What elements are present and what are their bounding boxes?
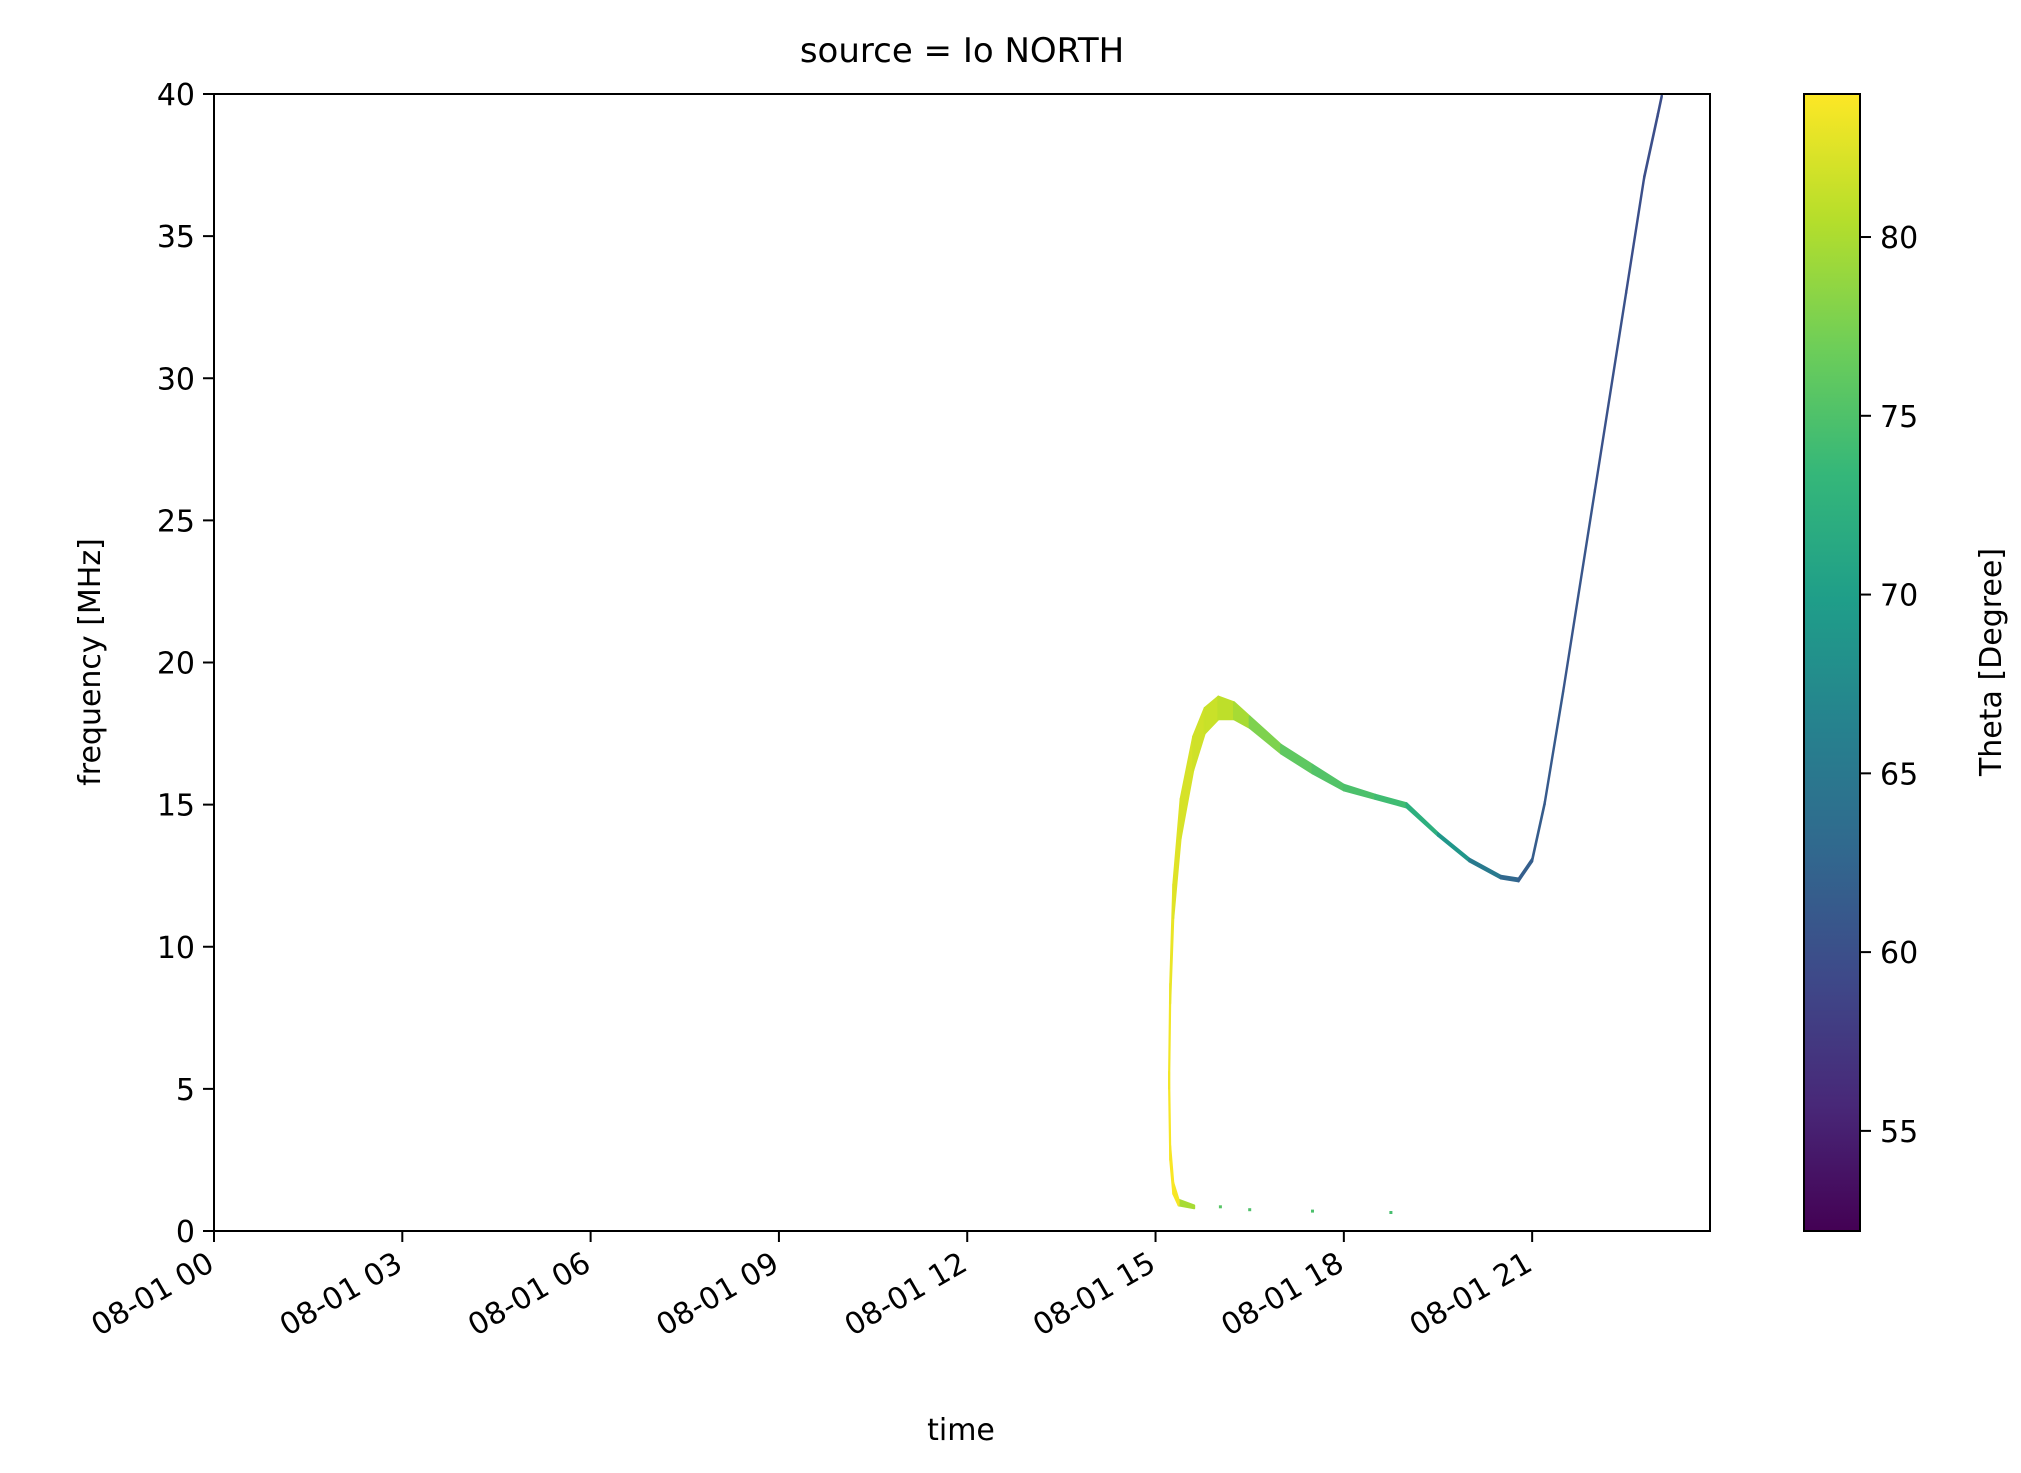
y-tick-label: 30 (157, 362, 195, 397)
x-tick-label: 08-01 12 (839, 1246, 973, 1344)
y-tick-label: 35 (157, 220, 195, 255)
colorbar-label: Theta [Degree] (1974, 548, 2009, 777)
y-tick-label: 10 (157, 931, 195, 966)
y-tick-label: 15 (157, 789, 195, 824)
plot-data-layer (1168, 93, 1663, 1214)
y-axis-ticks: 0 5 10 15 20 25 30 35 40 (157, 78, 214, 1250)
y-tick-label: 40 (157, 78, 195, 113)
emission-segment (1311, 763, 1345, 792)
emission-segment (1517, 857, 1534, 883)
x-axis-label: time (927, 1413, 995, 1448)
x-axis-ticks: 08-01 00 08-01 03 08-01 06 08-01 09 08-01 12… (86, 1231, 1538, 1343)
x-tick-label: 08-01 15 (1027, 1246, 1161, 1344)
y-tick-label: 5 (176, 1073, 195, 1108)
emission-segment (1656, 93, 1663, 118)
emission-segment (1625, 175, 1646, 294)
colorbar (1803, 93, 1861, 1232)
emission-segment (1543, 687, 1565, 806)
y-tick-label: 25 (157, 504, 195, 539)
emission-segment (1203, 695, 1220, 735)
y-tick-label: 0 (176, 1215, 195, 1250)
emission-segment (1248, 715, 1283, 755)
emission-segment (1593, 289, 1628, 493)
y-axis-label: frequency [MHz] (73, 538, 108, 786)
emission-segment (1217, 695, 1235, 721)
colorbar-tick-label: 75 (1880, 400, 1918, 435)
emission-segment (1468, 857, 1502, 880)
emission-point (1389, 1211, 1393, 1214)
emission-point (1248, 1208, 1252, 1212)
x-tick-label: 08-01 00 (86, 1246, 220, 1344)
colorbar-ticks: 55 60 65 70 75 80 (1860, 221, 1918, 1150)
x-tick-label: 08-01 18 (1216, 1246, 1350, 1344)
colorbar-tick-label: 55 (1880, 1115, 1918, 1150)
x-tick-label: 08-01 03 (274, 1246, 408, 1344)
colorbar-tick-label: 70 (1880, 579, 1918, 614)
emission-segment (1280, 743, 1314, 775)
emission-segment (1437, 832, 1471, 863)
emission-segment (1172, 797, 1182, 920)
y-tick-label: 20 (157, 647, 195, 682)
emission-segment (1531, 800, 1546, 863)
x-tick-label: 08-01 06 (462, 1246, 596, 1344)
x-tick-label: 08-01 21 (1404, 1246, 1538, 1344)
colorbar-tick-label: 60 (1880, 936, 1918, 971)
emission-segment (1179, 735, 1195, 840)
emission-segment (1643, 112, 1659, 181)
chart-title: source = Io NORTH (800, 31, 1124, 71)
emission-segment (1374, 793, 1408, 809)
emission-segment (1192, 707, 1206, 772)
colorbar-tick-label: 80 (1880, 221, 1918, 256)
emission-segment (1562, 488, 1596, 692)
emission-segment (1233, 701, 1251, 729)
colorbar-tick-label: 65 (1880, 757, 1918, 792)
emission-point (1218, 1205, 1222, 1209)
plot-frame (213, 93, 1711, 1232)
emission-segment (1499, 874, 1520, 883)
emission-segment (1342, 783, 1377, 800)
emission-segment (1177, 1198, 1196, 1210)
emission-segment (1405, 802, 1439, 837)
emission-point (1311, 1209, 1314, 1213)
x-tick-label: 08-01 09 (651, 1246, 785, 1344)
